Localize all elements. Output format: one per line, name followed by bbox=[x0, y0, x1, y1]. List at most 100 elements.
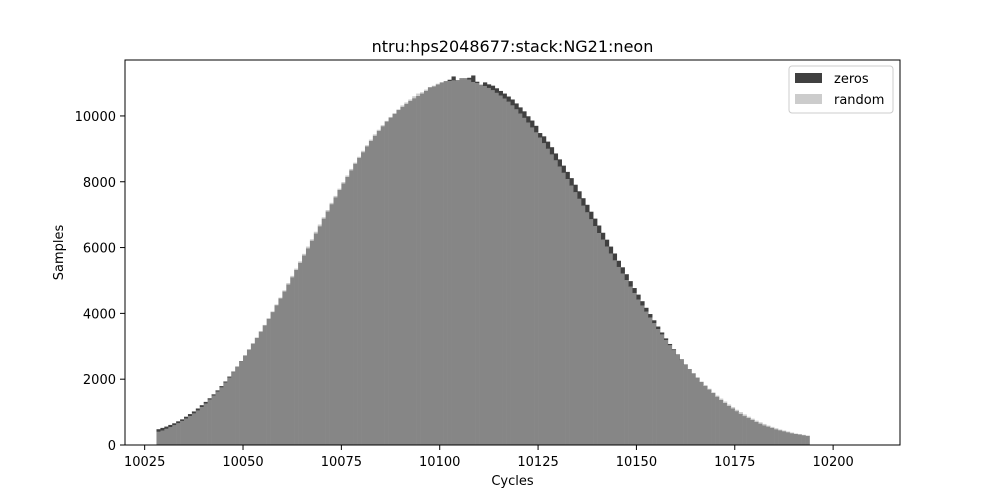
histogram-bar-overlap bbox=[333, 197, 338, 445]
histogram-bar-zeros bbox=[160, 427, 165, 431]
histogram-bar-random bbox=[766, 425, 771, 427]
histogram-bar-zeros bbox=[561, 165, 566, 173]
histogram-bar-overlap bbox=[719, 399, 724, 445]
histogram-bar-overlap bbox=[219, 387, 224, 445]
y-tick-label: 0 bbox=[108, 439, 116, 454]
histogram-bar-overlap bbox=[270, 312, 275, 445]
histogram-bar-zeros bbox=[176, 421, 181, 424]
histogram-bar-zeros bbox=[663, 338, 669, 341]
histogram-bar-zeros bbox=[656, 326, 661, 330]
histogram-bar-overlap bbox=[451, 80, 456, 446]
histogram-bar-zeros bbox=[199, 405, 204, 408]
histogram-bar-overlap bbox=[309, 240, 315, 445]
histogram-bar-overlap bbox=[384, 121, 389, 446]
histogram-bar-overlap bbox=[652, 323, 657, 445]
histogram-bar-overlap bbox=[530, 127, 535, 445]
histogram-bar-overlap bbox=[758, 423, 763, 445]
histogram-bar-overlap bbox=[691, 373, 696, 445]
histogram-bar-overlap bbox=[243, 355, 248, 445]
histogram-bar-overlap bbox=[730, 408, 736, 445]
histogram-bar-random bbox=[738, 412, 743, 414]
legend-swatch-random bbox=[795, 94, 822, 104]
histogram-bar-overlap bbox=[195, 410, 201, 445]
histogram-bar-random bbox=[703, 385, 708, 386]
histogram-bar-overlap bbox=[298, 262, 303, 445]
histogram-bar-zeros bbox=[545, 141, 551, 149]
histogram-bar-overlap bbox=[231, 372, 236, 445]
histogram-bar-overlap bbox=[644, 311, 649, 445]
histogram-bar-overlap bbox=[628, 286, 633, 445]
histogram-bar-zeros bbox=[632, 288, 637, 293]
histogram-bar-overlap bbox=[593, 226, 598, 445]
histogram-bar-overlap bbox=[597, 233, 602, 445]
histogram-bar-random bbox=[305, 246, 311, 249]
histogram-bar-overlap bbox=[463, 79, 468, 445]
histogram-bar-zeros bbox=[597, 225, 602, 234]
histogram-bar-zeros bbox=[652, 320, 657, 324]
histogram-bar-overlap bbox=[416, 95, 421, 445]
histogram-bar-random bbox=[286, 283, 291, 285]
histogram-bar-overlap bbox=[561, 172, 566, 445]
histogram-bar-overlap bbox=[589, 219, 594, 445]
bars-layer bbox=[156, 75, 810, 446]
histogram-bar-overlap bbox=[361, 152, 366, 445]
histogram-bar-overlap bbox=[215, 391, 220, 445]
histogram-bar-overlap bbox=[797, 434, 802, 445]
histogram-bar-overlap bbox=[420, 93, 425, 446]
histogram-bar-random bbox=[435, 83, 441, 85]
histogram-bar-overlap bbox=[683, 364, 688, 445]
histogram-bar-overlap bbox=[321, 218, 326, 445]
histogram-bar-overlap bbox=[667, 345, 673, 445]
histogram-bar-random bbox=[707, 388, 712, 390]
histogram-bar-random bbox=[758, 422, 763, 424]
histogram-bar-zeros bbox=[187, 414, 193, 417]
histogram-bar-overlap bbox=[494, 92, 500, 446]
histogram-bar-zeros bbox=[172, 423, 177, 426]
histogram-bar-zeros bbox=[475, 81, 480, 84]
histogram-bar-overlap bbox=[172, 425, 177, 445]
histogram-bar-zeros bbox=[648, 314, 653, 318]
histogram-bar-overlap bbox=[679, 360, 684, 445]
histogram-bar-zeros bbox=[168, 424, 173, 428]
histogram-bar-overlap bbox=[164, 428, 169, 445]
histogram-bar-overlap bbox=[785, 432, 791, 445]
x-tick-label: 10075 bbox=[321, 455, 362, 470]
histogram-bar-overlap bbox=[660, 334, 665, 445]
histogram-bar-random bbox=[416, 93, 421, 96]
histogram-bar-overlap bbox=[636, 299, 641, 445]
histogram-bar-overlap bbox=[353, 163, 358, 445]
histogram-bar-overlap bbox=[577, 198, 582, 445]
histogram-bar-random bbox=[420, 92, 425, 94]
histogram-bar-random bbox=[762, 423, 767, 426]
histogram-bar-overlap bbox=[514, 109, 519, 445]
histogram-bar-overlap bbox=[246, 349, 252, 445]
histogram-bar-overlap bbox=[557, 166, 562, 445]
histogram-bar-zeros bbox=[538, 133, 543, 138]
histogram-bar-overlap bbox=[805, 435, 810, 445]
histogram-bar-overlap bbox=[278, 298, 283, 445]
histogram-bar-overlap bbox=[250, 343, 256, 445]
histogram-bar-overlap bbox=[227, 377, 232, 445]
histogram-bar-overlap bbox=[687, 368, 692, 445]
histogram-bar-zeros bbox=[207, 398, 212, 400]
histogram-bar-overlap bbox=[380, 126, 385, 446]
histogram-bar-random bbox=[789, 432, 795, 434]
histogram-bar-random bbox=[380, 125, 385, 127]
histogram-bar-random bbox=[333, 195, 338, 198]
histogram-bar-zeros bbox=[593, 218, 598, 227]
histogram-bar-zeros bbox=[620, 267, 625, 274]
histogram-bar-overlap bbox=[774, 429, 779, 445]
histogram-bar-zeros bbox=[569, 178, 574, 186]
histogram-bar-zeros bbox=[215, 390, 220, 392]
histogram-bar-random bbox=[734, 409, 740, 412]
histogram-bar-random bbox=[325, 210, 330, 212]
y-tick-label: 8000 bbox=[83, 176, 116, 191]
histogram-bar-zeros bbox=[486, 84, 492, 88]
histogram-bar-overlap bbox=[486, 87, 492, 445]
histogram-bar-overlap bbox=[707, 389, 712, 445]
histogram-bar-overlap bbox=[722, 402, 728, 445]
histogram-bar-overlap bbox=[258, 331, 263, 445]
histogram-bar-overlap bbox=[569, 185, 574, 445]
histogram-bar-random bbox=[274, 304, 279, 306]
